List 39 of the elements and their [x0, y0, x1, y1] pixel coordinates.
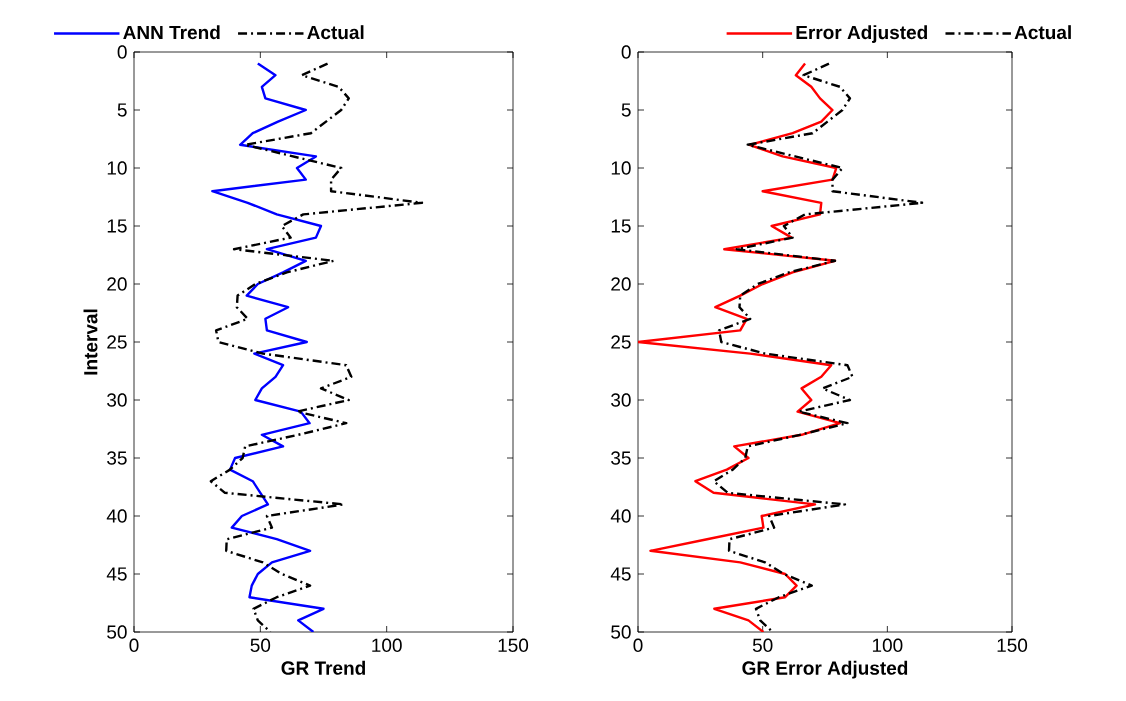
legend-label: Actual	[307, 25, 364, 40]
x-tick-label: 50	[752, 638, 773, 652]
line-series	[211, 62, 325, 633]
x-tick-label: 0	[633, 638, 643, 652]
y-tick-label: 30	[107, 393, 127, 407]
legend-label: Error Adjusted	[796, 25, 928, 43]
y-tick-label: 40	[610, 509, 631, 523]
x-tick-label: 0	[129, 638, 139, 652]
y-tick-label: 20	[107, 277, 127, 291]
y-tick-label: 30	[611, 393, 631, 407]
x-tick-label: 100	[872, 638, 903, 652]
y-tick-label: 50	[611, 625, 631, 639]
legend-label: ANN Trend	[123, 25, 220, 40]
y-tick-label: 15	[611, 219, 631, 233]
line-series	[638, 62, 842, 633]
y-tick-label: 50	[107, 625, 127, 639]
x-tick-label: 100	[372, 638, 402, 652]
y-tick-label: 0	[117, 45, 127, 59]
y-tick-label: 10	[611, 161, 631, 175]
y-tick-label: 15	[107, 219, 127, 233]
y-tick-label: 20	[611, 277, 631, 291]
y-tick-label: 45	[610, 567, 631, 581]
y-tick-label: 5	[117, 103, 127, 117]
x-tick-label: 150	[997, 638, 1028, 652]
y-tick-label: 35	[611, 451, 631, 465]
y-tick-label: 0	[621, 45, 631, 59]
y-tick-label: 35	[107, 451, 127, 465]
legend-label: Actual	[1014, 25, 1071, 40]
y-tick-label: 25	[611, 335, 631, 349]
y-axis-title: Interval	[83, 309, 98, 375]
x-axis-title: GR Trend	[281, 660, 366, 675]
x-tick-label: 50	[250, 638, 271, 652]
x-axis-title: GR Error Adjusted	[742, 660, 908, 679]
y-tick-label: 40	[106, 509, 127, 523]
y-tick-label: 45	[106, 567, 127, 581]
x-tick-label: 150	[498, 638, 529, 652]
y-tick-label: 25	[107, 335, 127, 349]
y-tick-label: 10	[107, 161, 127, 175]
y-tick-label: 5	[621, 103, 631, 117]
